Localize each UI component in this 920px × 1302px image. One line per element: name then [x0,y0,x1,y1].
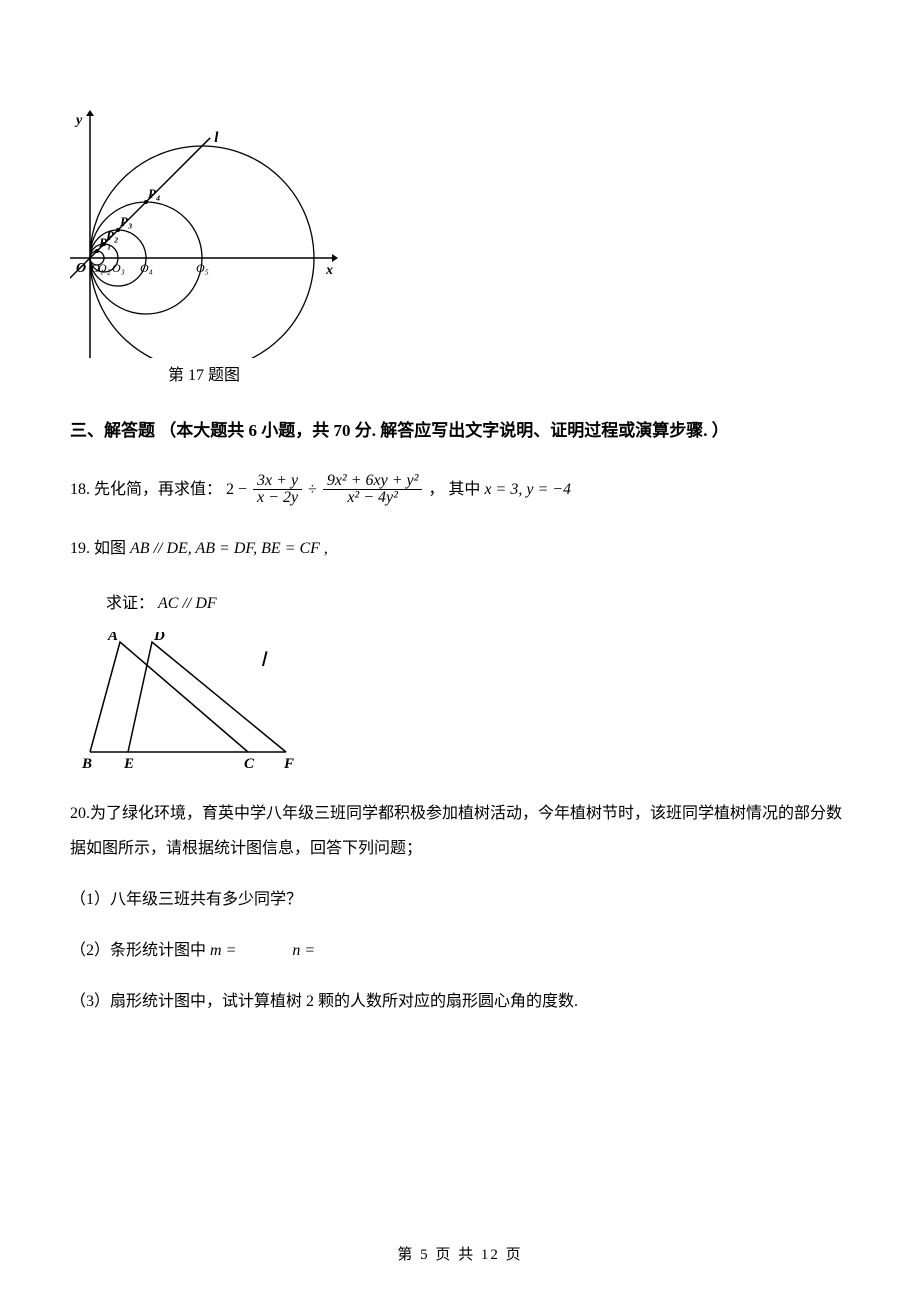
svg-text:P₄: P₄ [148,186,160,201]
q18-divide: ÷ [308,481,321,498]
svg-text:A: A [107,632,118,644]
problem-18: 18. 先化简，再求值： 2 − 3x + y x − 2y ÷ 9x² + 6… [70,472,850,508]
q18-number: 18. [70,481,90,498]
svg-text:O₄: O₄ [140,261,153,275]
q19-text-a: 如图 [94,540,130,557]
figure-19-svg: A D B E C F [80,632,310,772]
q20-part1: （1）八年级三班共有多少同学？ [70,882,850,917]
figure-17: P₁P₂P₃P₄lyxOO₁O₂O₃O₄O₅ 第 17 题图 [70,110,850,388]
svg-text:E: E [123,756,134,772]
page-footer: 第 5 页 共 12 页 [0,1244,920,1267]
q19-text-b: , [324,540,328,557]
q18-pretext: 先化简，再求值： [94,481,222,498]
q18-frac2: 9x² + 6xy + y² x² − 4y² [323,473,423,508]
q20-part2-m: m = [210,942,236,959]
figure-17-svg: P₁P₂P₃P₄lyxOO₁O₂O₃O₄O₅ [70,110,338,358]
svg-text:B: B [81,756,92,772]
svg-text:O: O [76,261,86,276]
q18-lead: 2 − [226,481,247,498]
q18-frac2-num: 9x² + 6xy + y² [323,473,423,491]
q20-intro: 为了绿化环境，育英中学八年级三班同学都积极参加植树活动，今年植树节时，该班同学植… [70,805,842,857]
q20-number: 20. [70,805,90,822]
problem-20: 20.为了绿化环境，育英中学八年级三班同学都积极参加植树活动，今年植树节时，该班… [70,796,850,1020]
svg-text:O₅: O₅ [196,261,209,275]
q20-part2-gap [240,942,288,959]
q18-values: x = 3, y = −4 [484,481,571,498]
svg-text:D: D [153,632,165,644]
q18-frac1-num: 3x + y [253,473,302,491]
q18-tail: ， 其中 [428,481,484,498]
svg-text:O₂: O₂ [98,261,111,275]
svg-text:C: C [244,756,255,772]
q19-prove: AC // DF [158,595,217,612]
figure-17-caption: 第 17 题图 [70,364,338,388]
q18-frac1-den: x − 2y [253,490,302,507]
svg-text:P₃: P₃ [120,214,132,229]
svg-text:l: l [214,130,219,146]
q18-expression: 2 − 3x + y x − 2y ÷ 9x² + 6xy + y² x² − … [226,481,428,498]
q19-given: AB // DE, AB = DF, BE = CF [130,540,320,557]
problem-19: 19. 如图 AB // DE, AB = DF, BE = CF , 求证： … [70,531,850,771]
svg-text:x: x [325,263,333,278]
section-3-heading: 三、解答题 （本大题共 6 小题，共 70 分. 解答应写出文字说明、证明过程或… [70,418,850,444]
q19-prove-label: 求证： [106,595,154,612]
q18-frac2-den: x² − 4y² [323,490,423,507]
svg-text:y: y [74,113,83,128]
q20-part3: （3）扇形统计图中，试计算植树 2 颗的人数所对应的扇形圆心角的度数. [70,984,850,1019]
svg-text:O₃: O₃ [112,261,125,275]
q19-number: 19. [70,540,90,557]
q20-part2-a: （2）条形统计图中 [70,942,210,959]
q20-part2-n: n = [292,942,315,959]
q18-frac1: 3x + y x − 2y [253,473,302,508]
svg-text:F: F [283,756,294,772]
cursor-icon: Ⅰ [260,638,266,682]
